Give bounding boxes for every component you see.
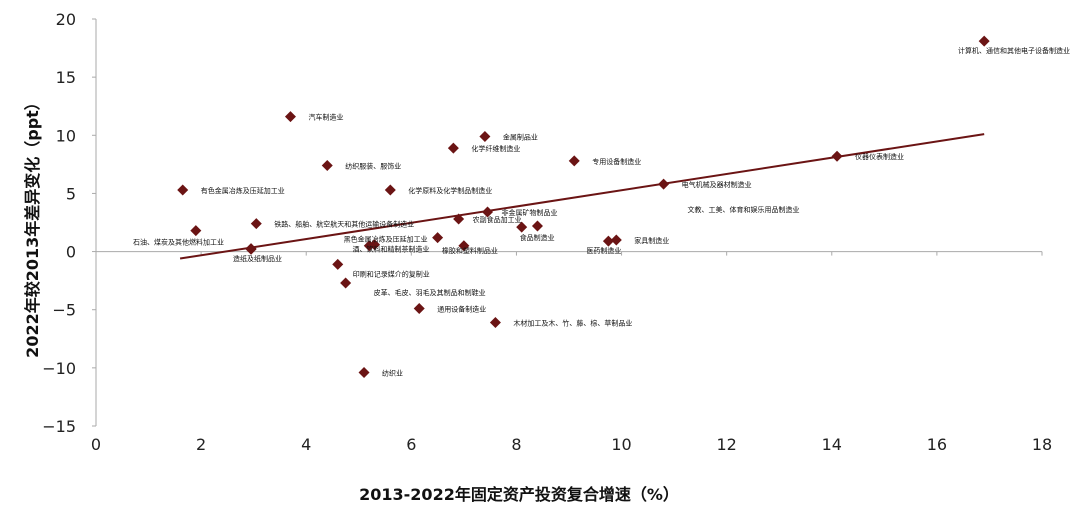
data-point	[516, 221, 528, 233]
data-point	[432, 232, 444, 244]
data-point	[531, 220, 543, 232]
point-label: 通用设备制造业	[437, 305, 486, 314]
point-label: 文教、工美、体育和娱乐用品制造业	[687, 205, 799, 214]
point-label: 酒、饮料和精制茶制造业	[353, 245, 430, 254]
data-point	[458, 240, 470, 252]
x-tick-label: 8	[511, 435, 521, 454]
point-label: 橡胶和塑料制品业	[442, 246, 498, 255]
point-label: 纺织服装、服饰业	[345, 162, 401, 171]
point-label: 计算机、通信和其他电子设备制造业	[958, 46, 1070, 55]
point-label: 化学原料及化学制品制造业	[408, 186, 492, 195]
data-point	[321, 160, 333, 172]
point-label: 专用设备制造业	[592, 157, 641, 166]
point-label: 纺织业	[382, 369, 403, 378]
data-point	[358, 367, 370, 379]
point-label: 食品制造业	[520, 233, 555, 242]
y-tick-label: 15	[56, 68, 76, 87]
data-point	[568, 155, 580, 167]
point-label: 家具制造业	[634, 236, 669, 245]
data-point	[363, 240, 375, 252]
x-tick-label: 16	[927, 435, 947, 454]
y-tick-label: 5	[66, 184, 76, 203]
point-label: 造纸及纸制品业	[233, 254, 282, 263]
point-labels: 计算机、通信和其他电子设备制造业汽车制造业金属制品业化学纤维制造业专用设备制造业…	[133, 46, 1070, 377]
point-label: 医药制造业	[586, 246, 621, 255]
x-tick-label: 12	[716, 435, 736, 454]
data-point	[413, 303, 425, 315]
point-label: 铁路、船舶、航空航天和其他运输设备制造业	[274, 220, 414, 229]
point-label: 有色金属冶炼及压延加工业	[201, 186, 285, 195]
axes: 0 2 4 6 8 10 12 14 16 18 20 15 10 5 0 −5 −10 −15	[42, 10, 1052, 454]
point-label: 化学纤维制造业	[471, 144, 520, 153]
x-tick-label: 18	[1032, 435, 1052, 454]
data-point	[479, 130, 491, 142]
data-point	[190, 225, 202, 237]
x-tick-label: 14	[822, 435, 842, 454]
data-point	[250, 218, 262, 230]
data-point	[658, 178, 670, 190]
data-point	[384, 184, 396, 196]
data-point	[482, 206, 494, 218]
x-tick-label: 10	[611, 435, 631, 454]
point-label: 仪器仪表制造业	[855, 152, 904, 161]
trendline	[179, 133, 985, 260]
y-axis-title: 2022年较2013年差异变化（ppt）	[23, 94, 42, 358]
y-tick-label: −15	[42, 417, 76, 436]
trendline-group	[179, 133, 985, 260]
data-point	[245, 243, 257, 255]
data-points	[177, 35, 990, 379]
point-label: 汽车制造业	[308, 113, 343, 122]
y-tick-label: −10	[42, 359, 76, 378]
data-point	[177, 184, 189, 196]
data-point	[978, 35, 990, 47]
point-label: 木材加工及木、竹、藤、棕、草制品业	[513, 319, 632, 328]
x-tick-label: 2	[196, 435, 206, 454]
point-label: 农副食品加工业	[473, 215, 522, 224]
data-point	[831, 150, 843, 162]
y-tick-label: 10	[56, 126, 76, 145]
data-point	[489, 317, 501, 329]
data-point	[610, 234, 622, 246]
point-label: 皮革、毛皮、羽毛及其制品和制鞋业	[374, 288, 486, 297]
point-label: 黑色金属冶炼及压延加工业	[344, 235, 428, 244]
x-tick-label: 0	[91, 435, 101, 454]
data-point	[284, 111, 296, 123]
data-point	[602, 235, 614, 247]
y-tick-label: 20	[56, 10, 76, 29]
x-axis-title: 2013-2022年固定资产投资复合增速（%）	[359, 485, 679, 504]
data-point	[453, 213, 465, 225]
point-label: 金属制品业	[503, 132, 538, 141]
y-tick-label: −5	[52, 301, 76, 320]
point-label: 印刷和记录媒介的复制业	[353, 269, 430, 278]
x-tick-label: 4	[301, 435, 311, 454]
data-point	[447, 142, 459, 154]
x-tick-label: 6	[406, 435, 416, 454]
point-label: 非金属矿物制品业	[502, 208, 558, 217]
data-point	[332, 258, 344, 270]
y-tick-label: 0	[66, 243, 76, 262]
data-point	[340, 277, 352, 289]
point-label: 电气机械及器材制造业	[682, 180, 752, 189]
point-label: 石油、煤炭及其他燃料加工业	[133, 238, 224, 247]
